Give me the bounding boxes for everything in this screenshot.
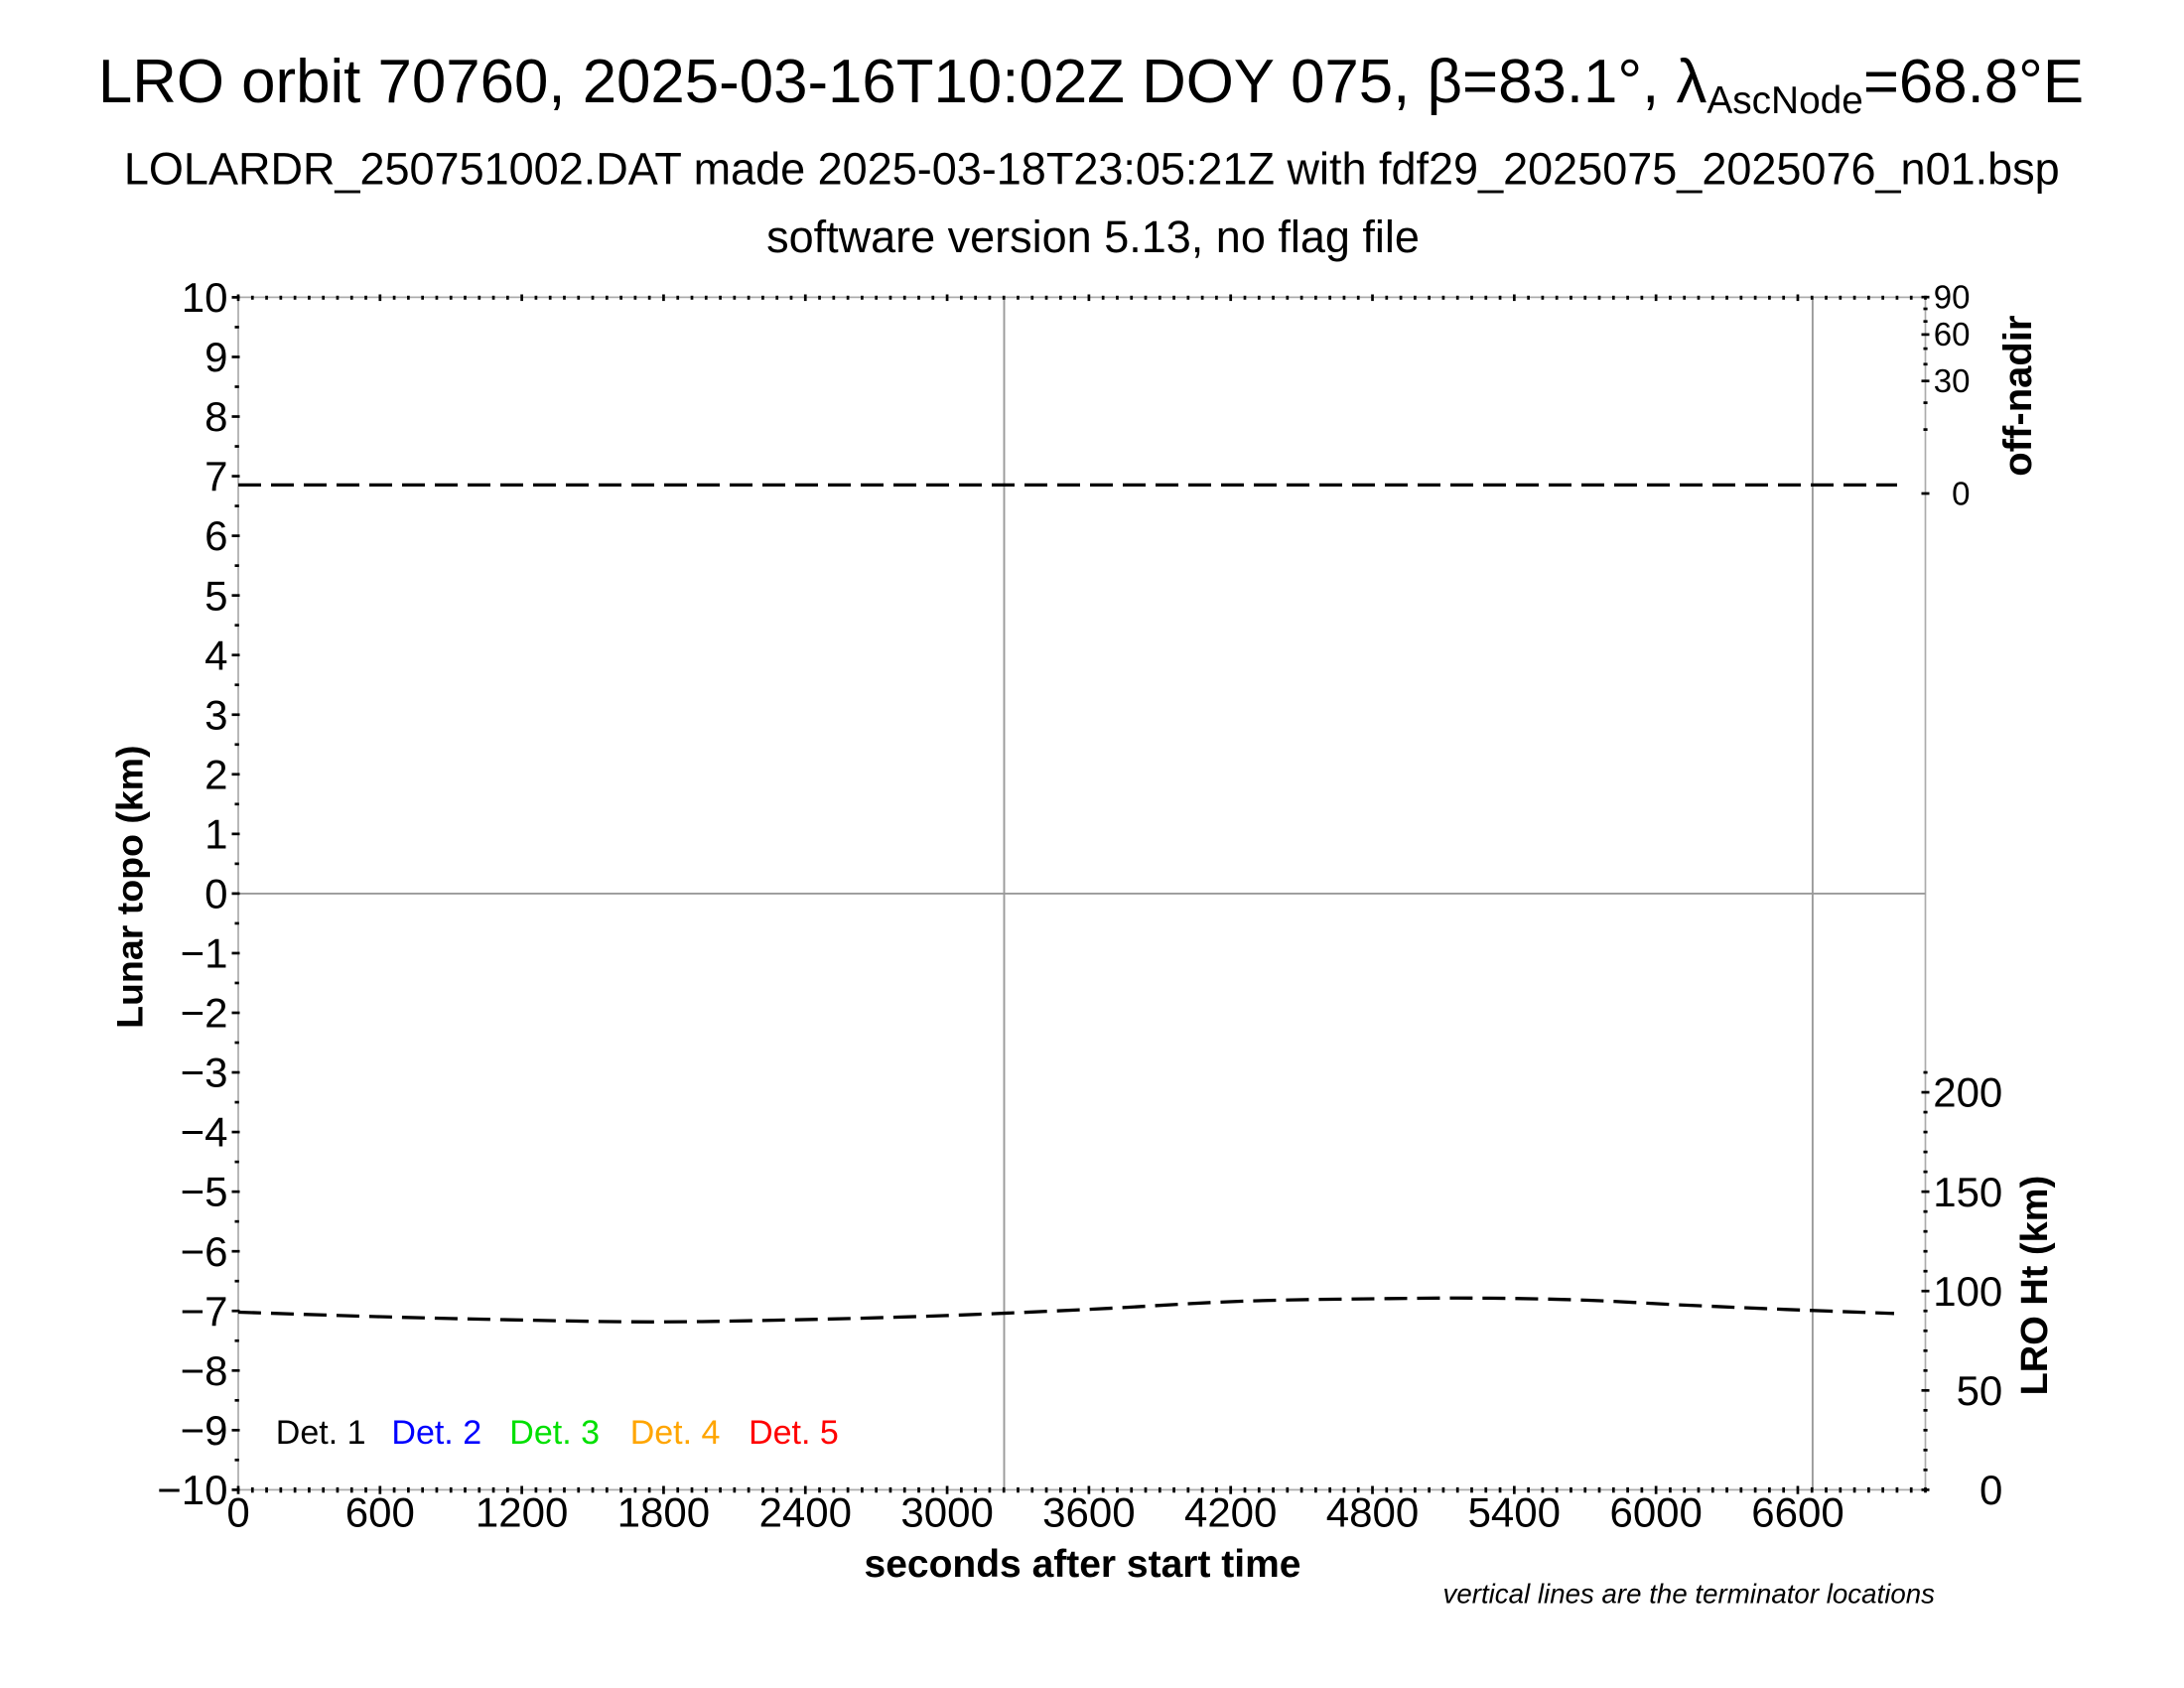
svg-text:600: 600 <box>345 1489 415 1536</box>
svg-text:10: 10 <box>182 274 228 321</box>
svg-text:vertical lines are the termina: vertical lines are the terminator locati… <box>1443 1579 1936 1610</box>
svg-text:200: 200 <box>1933 1069 2002 1116</box>
svg-text:2400: 2400 <box>759 1489 852 1536</box>
svg-text:−8: −8 <box>181 1347 228 1394</box>
svg-text:5400: 5400 <box>1468 1489 1561 1536</box>
svg-text:software version 5.13, no flag: software version 5.13, no flag file <box>766 211 1420 262</box>
svg-text:Lunar topo (km): Lunar topo (km) <box>109 746 151 1029</box>
svg-text:30: 30 <box>1934 362 1971 399</box>
svg-text:6: 6 <box>205 512 227 559</box>
svg-text:1: 1 <box>205 811 227 858</box>
svg-text:7: 7 <box>205 453 227 499</box>
svg-text:−1: −1 <box>181 930 228 977</box>
svg-text:5: 5 <box>205 572 227 619</box>
svg-text:0: 0 <box>226 1489 249 1536</box>
svg-text:4200: 4200 <box>1184 1489 1277 1536</box>
svg-text:LOLARDR_250751002.DAT made 202: LOLARDR_250751002.DAT made 2025-03-18T23… <box>124 143 2060 194</box>
svg-text:seconds after start time: seconds after start time <box>865 1543 1301 1586</box>
svg-text:−6: −6 <box>181 1228 228 1275</box>
svg-text:150: 150 <box>1933 1169 2002 1215</box>
svg-text:100: 100 <box>1933 1268 2002 1315</box>
svg-text:−9: −9 <box>181 1407 228 1454</box>
svg-text:1800: 1800 <box>617 1489 710 1536</box>
svg-text:3: 3 <box>205 691 227 738</box>
svg-text:4: 4 <box>205 632 227 678</box>
svg-text:Det. 1: Det. 1 <box>276 1414 366 1452</box>
svg-text:8: 8 <box>205 393 227 440</box>
svg-text:90: 90 <box>1934 279 1971 316</box>
svg-text:50: 50 <box>1957 1367 2003 1414</box>
svg-text:−5: −5 <box>181 1169 228 1215</box>
svg-text:Det. 5: Det. 5 <box>749 1414 839 1452</box>
svg-text:off-nadir: off-nadir <box>1996 316 2040 477</box>
svg-text:−10: −10 <box>157 1467 227 1513</box>
svg-text:3600: 3600 <box>1042 1489 1135 1536</box>
svg-text:2: 2 <box>205 751 227 797</box>
svg-text:6000: 6000 <box>1609 1489 1702 1536</box>
svg-text:4800: 4800 <box>1326 1489 1419 1536</box>
svg-text:−7: −7 <box>181 1288 228 1335</box>
svg-text:−3: −3 <box>181 1050 228 1096</box>
svg-text:0: 0 <box>205 871 227 917</box>
svg-text:60: 60 <box>1934 316 1971 352</box>
svg-text:Det. 3: Det. 3 <box>509 1414 600 1452</box>
svg-text:0: 0 <box>1952 475 1970 511</box>
svg-text:3000: 3000 <box>900 1489 993 1536</box>
svg-text:−4: −4 <box>181 1109 228 1156</box>
svg-text:−2: −2 <box>181 990 228 1037</box>
svg-text:9: 9 <box>205 334 227 380</box>
svg-text:0: 0 <box>1979 1467 2002 1513</box>
svg-text:1200: 1200 <box>476 1489 568 1536</box>
svg-text:Det. 4: Det. 4 <box>630 1414 721 1452</box>
svg-text:Det. 2: Det. 2 <box>391 1414 481 1452</box>
svg-text:LRO Ht (km): LRO Ht (km) <box>2014 1176 2056 1396</box>
svg-text:6600: 6600 <box>1751 1489 1843 1536</box>
